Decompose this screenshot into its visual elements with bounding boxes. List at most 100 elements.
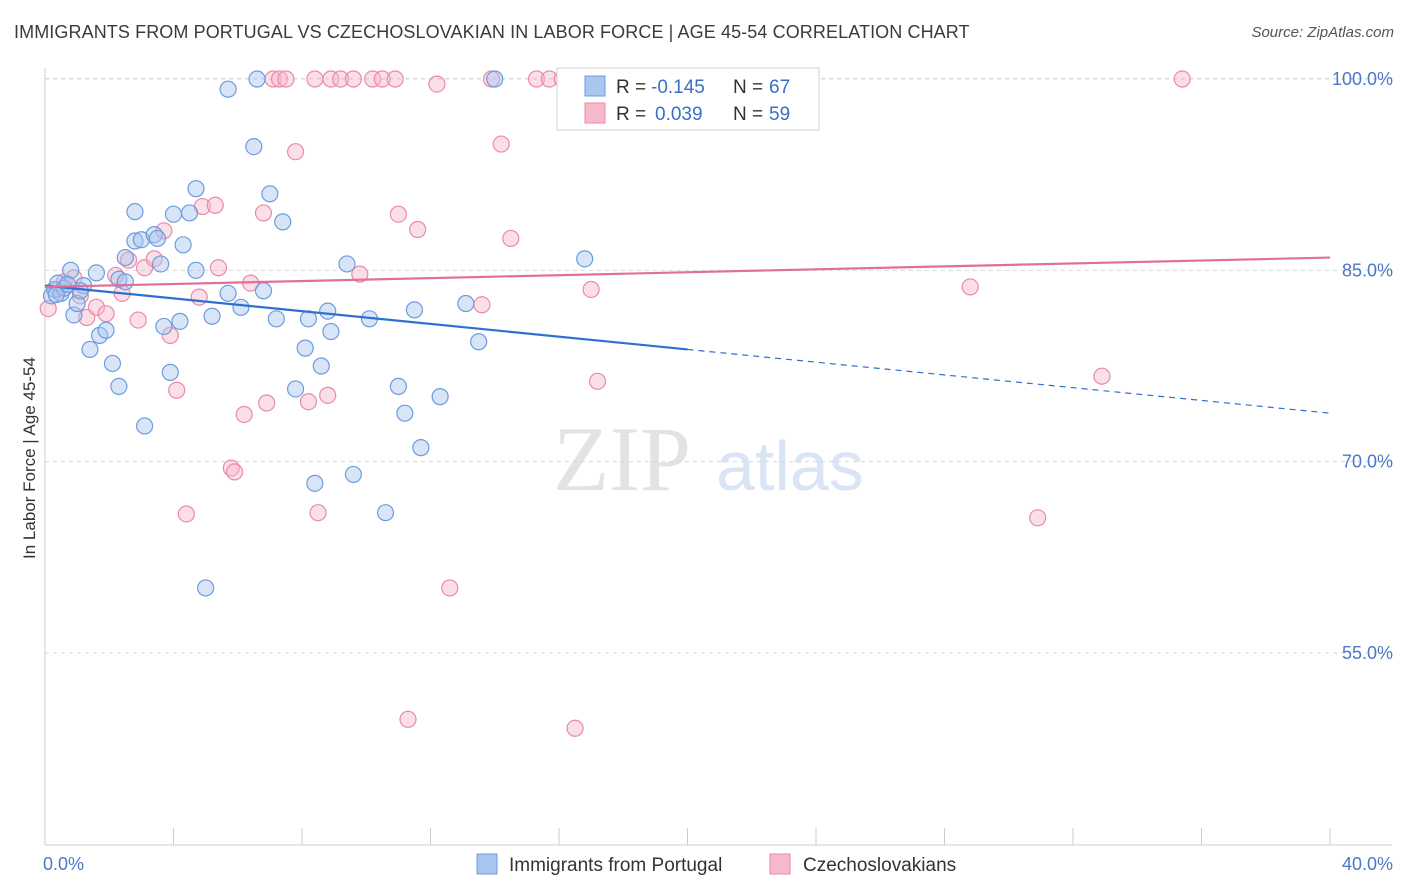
czechoslovakians-trend-line	[44, 256, 1331, 289]
grid-lines	[45, 78, 1392, 654]
y-tick-label-1: 70.0%	[1342, 452, 1393, 472]
portugal-point-47	[306, 474, 324, 492]
czechoslovakians-point-15	[161, 326, 179, 344]
portugal-point-26	[161, 363, 179, 381]
czechoslovakians-point-6	[87, 298, 106, 316]
portugal-point-54	[376, 504, 395, 522]
legend-r-value-portugal: -0.145	[651, 77, 705, 98]
tick-labels: 55.0% 70.0% 85.0% 100.0% 0.0% 40.0%	[43, 69, 1393, 874]
czechoslovakians-point-48	[473, 296, 491, 314]
portugal-point-18	[126, 232, 144, 250]
bottom-legend-label-czechoslovakians: Czechoslovakians	[803, 855, 956, 876]
legend-n-label-portugal: N =	[733, 77, 763, 98]
czechoslovakians-point-45	[409, 220, 427, 239]
bottom-legend-swatch-portugal	[476, 853, 498, 875]
czechoslovakians-point-61	[1173, 70, 1191, 88]
portugal-point-9	[81, 340, 99, 359]
czechoslovakians-point-55	[566, 719, 584, 737]
portugal-point-15	[110, 377, 128, 396]
czechoslovakians-point-21	[209, 259, 228, 277]
portugal-point-60	[457, 294, 475, 313]
czechoslovakians-point-10	[119, 251, 138, 269]
series-legend: Immigrants from Portugal Czechoslovakian…	[476, 853, 956, 876]
portugal-point-66	[47, 285, 65, 304]
portugal-point-12	[97, 321, 115, 339]
czechoslovakians-point-18	[190, 288, 208, 306]
watermark-zip: ZIP	[553, 408, 691, 510]
czechoslovakians-point-17	[177, 505, 195, 523]
portugal-point-31	[187, 261, 205, 279]
portugal-trend-line	[44, 284, 688, 351]
czechoslovakians-point-0	[39, 300, 57, 318]
y-tick-label-3: 100.0%	[1332, 69, 1393, 89]
portugal-point-36	[219, 80, 237, 98]
portugal-point-62	[486, 70, 504, 88]
czechoslovakians-point-38	[344, 70, 362, 88]
y-tick-label-2: 85.0%	[1342, 260, 1393, 280]
czechoslovakians-point-43	[389, 205, 407, 223]
portugal-point-10	[87, 264, 106, 282]
czechoslovakians-point-37	[331, 70, 350, 88]
legend-r-value-czechoslovakians: 0.039	[655, 104, 703, 125]
portugal-point-52	[344, 465, 362, 484]
y-tick-label-0: 55.0%	[1342, 643, 1393, 663]
czechoslovakians-point-47	[441, 579, 459, 597]
portugal-point-24	[152, 255, 170, 273]
stats-legend: R = -0.145 N = 67 R = 0.039 N = 59	[556, 67, 820, 131]
portugal-point-25	[155, 317, 173, 336]
portugal-point-57	[405, 301, 424, 319]
czechoslovakians-point-23	[225, 463, 244, 481]
legend-r-label-czechoslovakians: R =	[616, 104, 646, 125]
portugal-point-17	[116, 248, 134, 267]
chart-title: IMMIGRANTS FROM PORTUGAL VS CZECHOSLOVAK…	[14, 22, 970, 42]
czechoslovakians-point-56	[582, 280, 600, 299]
czechoslovakians-point-30	[277, 70, 295, 88]
czechoslovakians-points	[39, 70, 1191, 737]
czechoslovakians-point-39	[351, 265, 369, 283]
bottom-legend-swatch-czechoslovakians	[769, 853, 791, 875]
czechoslovakians-point-32	[299, 393, 318, 411]
portugal-point-55	[389, 377, 407, 396]
czechoslovakians-point-35	[319, 386, 337, 404]
portugal-point-21	[135, 417, 154, 435]
czechoslovakians-point-57	[588, 372, 607, 390]
czechoslovakians-point-52	[527, 70, 546, 88]
portugal-point-32	[187, 180, 205, 198]
legend-n-value-portugal: 67	[769, 77, 790, 98]
portugal-point-48	[312, 357, 330, 375]
portugal-point-56	[396, 404, 414, 422]
portugal-point-39	[248, 70, 266, 88]
czechoslovakians-point-58	[961, 278, 979, 296]
portugal-point-28	[171, 312, 189, 330]
portugal-point-30	[180, 204, 199, 222]
czechoslovakians-point-11	[129, 311, 147, 329]
legend-swatch-portugal	[584, 75, 606, 97]
czechoslovakians-point-46	[428, 75, 446, 93]
axes	[44, 68, 1392, 846]
czechoslovakians-point-60	[1093, 367, 1111, 385]
czechoslovakians-point-16	[168, 381, 186, 399]
czechoslovakians-point-41	[373, 70, 391, 88]
portugal-point-43	[274, 213, 292, 231]
portugal-point-35	[219, 284, 237, 302]
portugal-point-7	[68, 294, 86, 313]
legend-swatch-czechoslovakians	[584, 102, 606, 124]
legend-n-value-czechoslovakians: 59	[769, 104, 790, 125]
czechoslovakians-point-31	[286, 143, 305, 161]
portugal-point-38	[245, 138, 263, 156]
czechoslovakians-point-36	[322, 70, 340, 88]
portugal-point-16	[116, 273, 134, 291]
czechoslovakians-point-42	[386, 70, 404, 88]
czechoslovakians-point-26	[254, 204, 273, 222]
portugal-point-61	[470, 333, 488, 351]
portugal-point-63	[576, 250, 594, 268]
czechoslovakians-point-33	[306, 70, 324, 88]
portugal-point-44	[286, 380, 305, 398]
portugal-point-23	[148, 229, 167, 248]
czechoslovakians-point-34	[309, 504, 327, 522]
portugal-point-50	[322, 322, 340, 341]
x-tick-label-0: 0.0%	[43, 854, 84, 874]
portugal-point-59	[431, 388, 449, 406]
czechoslovakians-point-20	[206, 196, 224, 214]
